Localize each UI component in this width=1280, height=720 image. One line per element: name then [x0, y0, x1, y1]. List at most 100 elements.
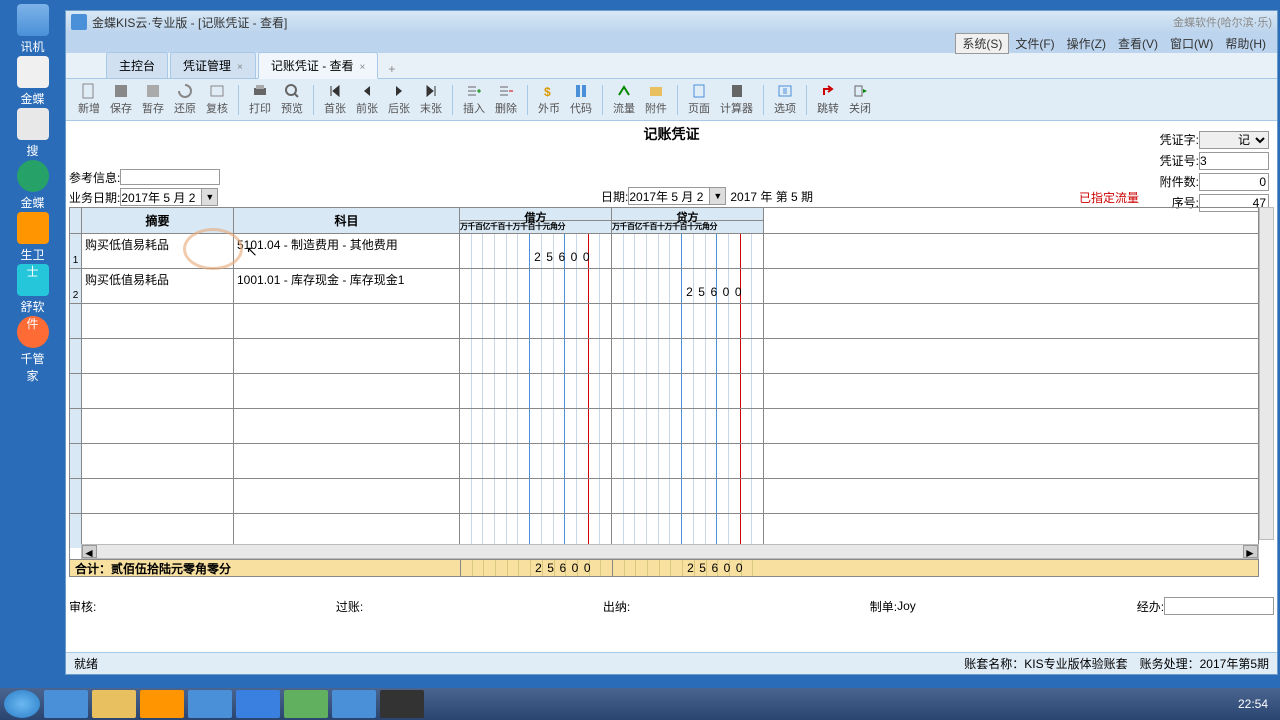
- taskbar-item[interactable]: [284, 690, 328, 718]
- row-account[interactable]: [234, 514, 460, 548]
- voucher-no-input[interactable]: [1199, 152, 1269, 170]
- table-row[interactable]: [70, 338, 1258, 373]
- taskbar-item[interactable]: [188, 690, 232, 718]
- taskbar-item[interactable]: [140, 690, 184, 718]
- row-summary[interactable]: [82, 374, 234, 408]
- desktop-icon[interactable]: 金蝶: [17, 160, 49, 208]
- attach-button[interactable]: 附件: [641, 81, 671, 118]
- row-summary[interactable]: [82, 444, 234, 478]
- table-row[interactable]: [70, 373, 1258, 408]
- date-dropdown[interactable]: ▼: [628, 187, 726, 205]
- preview-button[interactable]: 预览: [277, 81, 307, 118]
- menu-system[interactable]: 系统(S): [955, 33, 1009, 54]
- review-button[interactable]: 复核: [202, 81, 232, 118]
- row-summary[interactable]: 购买低值易耗品: [82, 269, 234, 303]
- insert-button[interactable]: 插入: [459, 81, 489, 118]
- row-credit[interactable]: [612, 304, 764, 338]
- row-credit[interactable]: [612, 234, 764, 268]
- menu-help[interactable]: 帮助(H): [1219, 34, 1272, 53]
- row-credit[interactable]: 25600: [612, 269, 764, 303]
- row-credit[interactable]: [612, 374, 764, 408]
- dropdown-icon[interactable]: ▼: [709, 188, 725, 204]
- row-debit[interactable]: 25600: [460, 234, 612, 268]
- row-account[interactable]: 5101.04 - 制造费用 - 其他费用: [234, 234, 460, 268]
- new-button[interactable]: 新增: [74, 81, 104, 118]
- scroll-right-icon[interactable]: ►: [1243, 545, 1258, 558]
- temp-button[interactable]: 暂存: [138, 81, 168, 118]
- row-debit[interactable]: [460, 409, 612, 443]
- menu-window[interactable]: 窗口(W): [1164, 34, 1219, 53]
- row-debit[interactable]: [460, 339, 612, 373]
- row-summary[interactable]: [82, 339, 234, 373]
- table-row[interactable]: [70, 303, 1258, 338]
- row-account[interactable]: [234, 374, 460, 408]
- row-account[interactable]: [234, 409, 460, 443]
- tab-console[interactable]: 主控台: [106, 52, 168, 78]
- first-button[interactable]: 首张: [320, 81, 350, 118]
- row-account[interactable]: [234, 479, 460, 513]
- options-button[interactable]: 选项: [770, 81, 800, 118]
- last-button[interactable]: 末张: [416, 81, 446, 118]
- tab-voucher-view[interactable]: 记账凭证 - 查看×: [258, 52, 379, 79]
- row-debit[interactable]: [460, 514, 612, 548]
- row-summary[interactable]: [82, 304, 234, 338]
- menu-operate[interactable]: 操作(Z): [1061, 34, 1112, 53]
- row-debit[interactable]: [460, 304, 612, 338]
- table-row[interactable]: [70, 408, 1258, 443]
- row-debit[interactable]: [460, 269, 612, 303]
- row-credit[interactable]: [612, 444, 764, 478]
- clock[interactable]: 22:54: [1230, 697, 1276, 711]
- prev-button[interactable]: 前张: [352, 81, 382, 118]
- tab-voucher-mgmt[interactable]: 凭证管理×: [170, 52, 256, 78]
- row-credit[interactable]: [612, 339, 764, 373]
- row-account[interactable]: [234, 444, 460, 478]
- row-debit[interactable]: [460, 444, 612, 478]
- row-summary[interactable]: [82, 479, 234, 513]
- close-icon[interactable]: ×: [360, 62, 366, 73]
- calc-button[interactable]: 计算器: [716, 81, 757, 118]
- table-row[interactable]: [70, 443, 1258, 478]
- menu-file[interactable]: 文件(F): [1009, 34, 1060, 53]
- desktop-icon[interactable]: 生卫士: [17, 212, 49, 260]
- row-account[interactable]: 1001.01 - 库存现金 - 库存现金1: [234, 269, 460, 303]
- row-debit[interactable]: [460, 479, 612, 513]
- desktop-icon[interactable]: 搜: [17, 108, 49, 156]
- dropdown-icon[interactable]: ▼: [201, 189, 217, 205]
- close-icon[interactable]: ×: [237, 62, 243, 73]
- row-account[interactable]: [234, 304, 460, 338]
- taskbar-item[interactable]: [92, 690, 136, 718]
- print-button[interactable]: 打印: [245, 81, 275, 118]
- row-debit[interactable]: [460, 374, 612, 408]
- row-summary[interactable]: [82, 409, 234, 443]
- taskbar-item[interactable]: [44, 690, 88, 718]
- row-credit[interactable]: [612, 514, 764, 548]
- save-button[interactable]: 保存: [106, 81, 136, 118]
- foreign-button[interactable]: $外币: [534, 81, 564, 118]
- desktop-icon[interactable]: 讯机: [17, 4, 49, 52]
- table-row[interactable]: 1 购买低值易耗品 5101.04 - 制造费用 - 其他费用 25600: [70, 233, 1258, 268]
- voucher-word-select[interactable]: 记: [1199, 131, 1269, 149]
- ref-info-input[interactable]: [120, 169, 220, 185]
- jump-button[interactable]: 跳转: [813, 81, 843, 118]
- scroll-left-icon[interactable]: ◄: [82, 545, 97, 558]
- row-credit[interactable]: [612, 479, 764, 513]
- menu-view[interactable]: 查看(V): [1112, 34, 1164, 53]
- taskbar-item[interactable]: [380, 690, 424, 718]
- attach-count-input[interactable]: [1199, 173, 1269, 191]
- table-row[interactable]: 2 购买低值易耗品 1001.01 - 库存现金 - 库存现金1 25600: [70, 268, 1258, 303]
- biz-date-dropdown[interactable]: ▼: [120, 188, 218, 206]
- start-button[interactable]: [4, 690, 40, 718]
- vertical-scrollbar[interactable]: [1259, 207, 1274, 540]
- next-button[interactable]: 后张: [384, 81, 414, 118]
- handler-input[interactable]: [1164, 597, 1274, 615]
- tab-add-button[interactable]: +: [380, 60, 403, 78]
- flow-button[interactable]: 流量: [609, 81, 639, 118]
- row-summary[interactable]: 购买低值易耗品: [82, 234, 234, 268]
- row-credit[interactable]: [612, 409, 764, 443]
- code-button[interactable]: 代码: [566, 81, 596, 118]
- delete-button[interactable]: 删除: [491, 81, 521, 118]
- restore-button[interactable]: 还原: [170, 81, 200, 118]
- row-account[interactable]: [234, 339, 460, 373]
- table-row[interactable]: [70, 513, 1258, 548]
- taskbar-item[interactable]: [236, 690, 280, 718]
